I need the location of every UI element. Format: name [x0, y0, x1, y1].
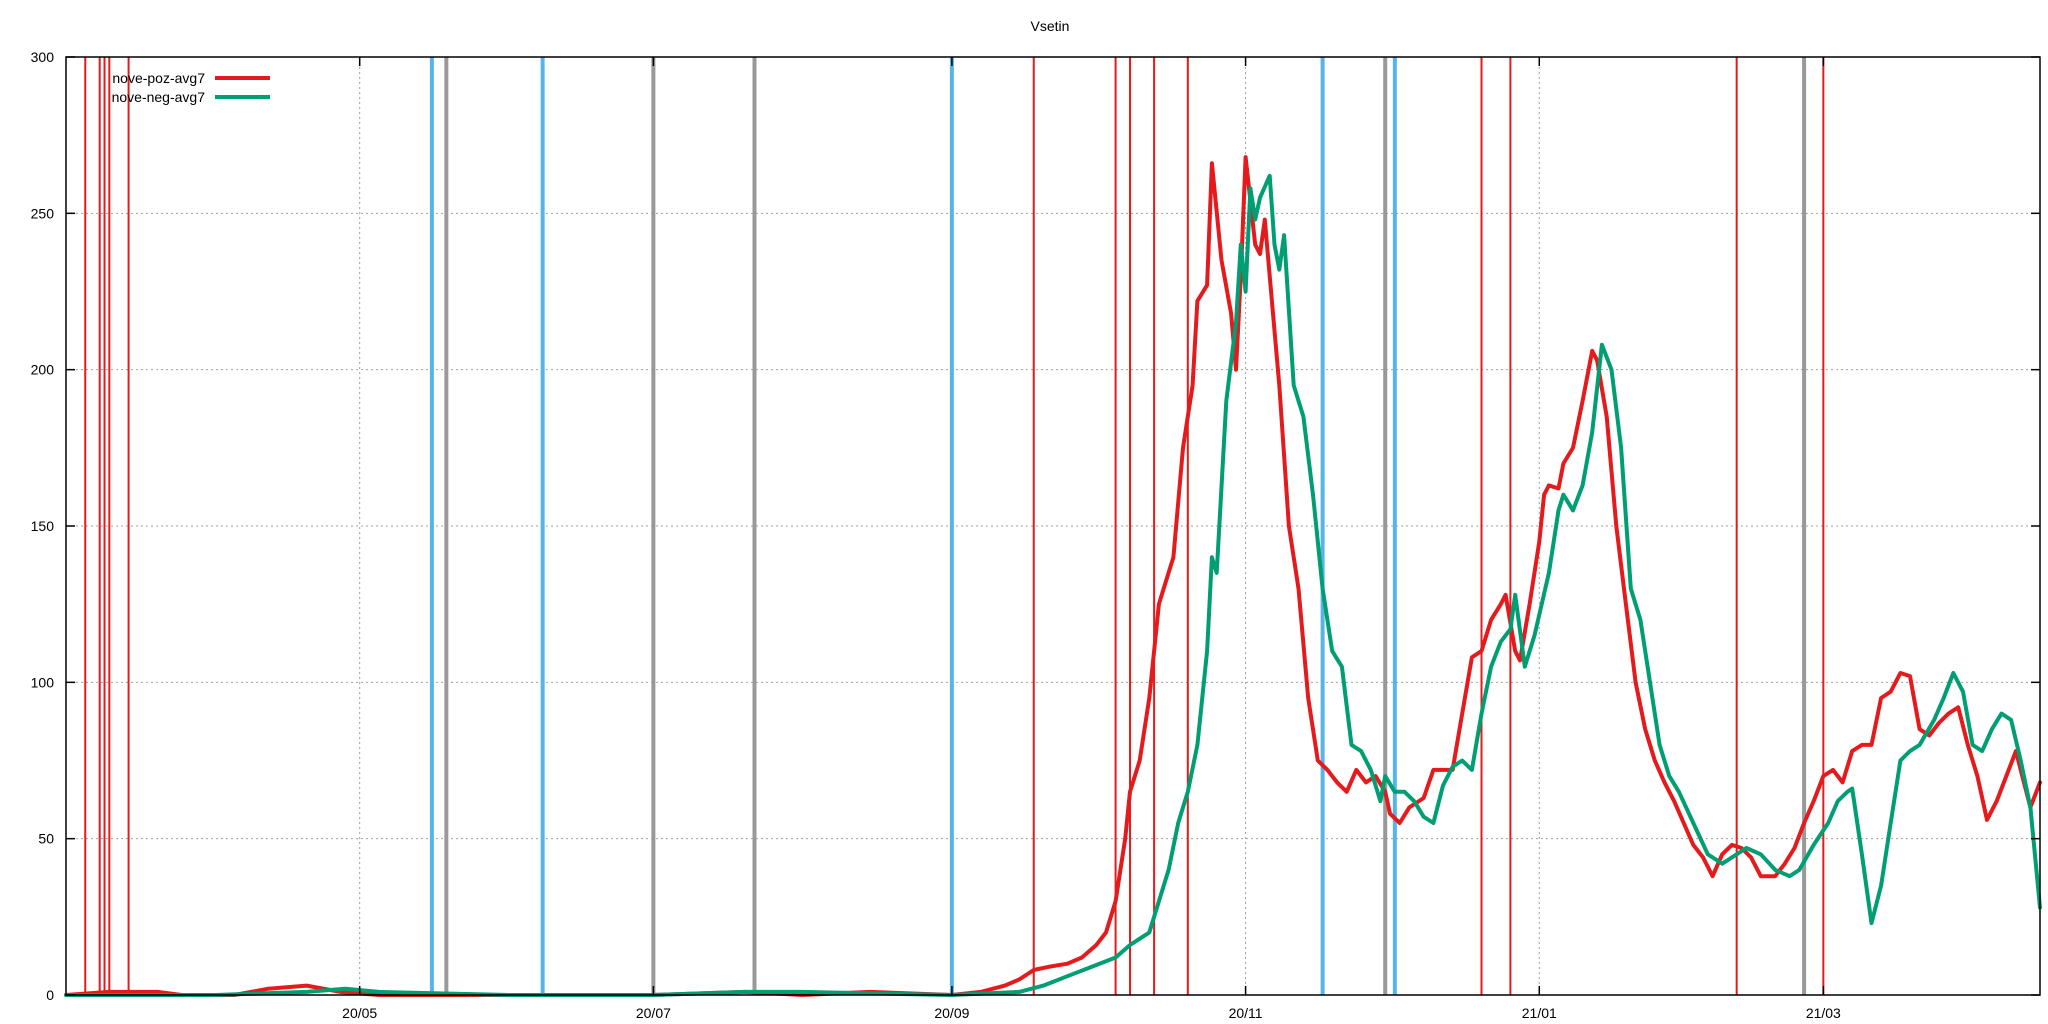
x-tick-label: 20/07	[636, 1005, 671, 1021]
legend: nove-poz-avg7 nove-neg-avg7	[112, 70, 270, 105]
axes: 0 50 100 150 200 250 300 20/05 20/07 20/09 20/11 21…	[31, 49, 2040, 1021]
legend-label-1: nove-poz-avg7	[112, 70, 205, 86]
series-line-1	[64, 155, 2042, 997]
event-lines	[84, 57, 1825, 995]
legend-label-2: nove-neg-avg7	[112, 89, 206, 105]
x-tick-label: 20/05	[342, 1005, 377, 1021]
x-tick-label: 20/09	[934, 1005, 969, 1021]
series-lines	[64, 155, 2042, 997]
series-line-2	[64, 173, 2042, 997]
y-tick-label: 250	[31, 205, 55, 221]
y-tick-label: 200	[31, 362, 55, 378]
x-tick-label: 21/01	[1522, 1005, 1557, 1021]
y-tick-label: 100	[31, 674, 55, 690]
y-tick-label: 50	[38, 831, 54, 847]
x-tick-label: 20/11	[1229, 1005, 1263, 1021]
x-tick-label: 21/03	[1806, 1005, 1841, 1021]
y-tick-label: 150	[31, 518, 55, 534]
y-tick-label: 300	[31, 49, 55, 65]
grid-lines	[66, 57, 2040, 995]
chart-title: Vsetin	[1031, 18, 1070, 34]
y-tick-label: 0	[46, 987, 54, 1003]
